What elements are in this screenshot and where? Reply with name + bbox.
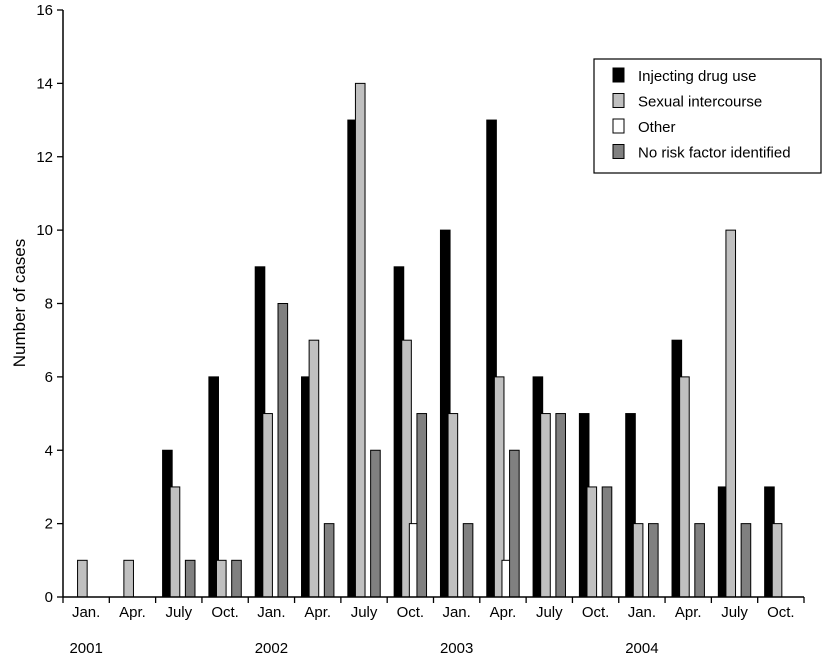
bar-sexual-intercourse-8 bbox=[447, 413, 459, 598]
y-ticks: 0 2 4 6 8 10 12 14 16 bbox=[36, 2, 63, 606]
x-tick-label: Oct. bbox=[582, 604, 610, 621]
bar-sexual-intercourse-0 bbox=[77, 559, 88, 598]
year-label: 2001 bbox=[69, 640, 102, 657]
y-tick-label: 14 bbox=[36, 75, 53, 92]
plot-area: 0 2 4 6 8 10 12 14 16 Jan. Apr. July Oct. Jan. Apr. Ju… bbox=[36, 2, 805, 657]
x-tick-label: Apr. bbox=[119, 604, 146, 621]
bar-sexual-intercourse-13 bbox=[679, 376, 690, 598]
x-tick-label: July bbox=[351, 604, 378, 621]
legend-swatch bbox=[612, 118, 625, 134]
year-label: 2002 bbox=[255, 640, 288, 657]
bar-sexual-intercourse-14 bbox=[725, 229, 737, 598]
bar-no-risk-factor-identified-3 bbox=[231, 559, 242, 598]
bar-sexual-intercourse-5 bbox=[308, 339, 320, 598]
bar-no-risk-factor-identified-8 bbox=[462, 523, 474, 598]
y-tick-label: 4 bbox=[45, 442, 53, 459]
bar-no-risk-factor-identified-6 bbox=[370, 449, 381, 598]
legend-label: No risk factor identified bbox=[638, 145, 791, 162]
legend-swatch bbox=[612, 144, 625, 159]
bar-no-risk-factor-identified-14 bbox=[740, 523, 752, 598]
x-tick-label: Oct. bbox=[211, 604, 239, 621]
x-tick-label: July bbox=[721, 604, 748, 621]
legend-label: Injecting drug use bbox=[638, 68, 756, 85]
y-tick-label: 16 bbox=[36, 2, 53, 19]
bar-no-risk-factor-identified-12 bbox=[648, 523, 659, 598]
year-labels: 2001 2002 2003 2004 bbox=[69, 640, 658, 657]
x-tick-label: Jan. bbox=[257, 604, 285, 621]
bar-no-risk-factor-identified-13 bbox=[694, 523, 705, 598]
legend-swatch bbox=[612, 93, 625, 108]
bar-no-risk-factor-identified-7 bbox=[416, 413, 428, 598]
legend-box bbox=[593, 58, 822, 174]
x-category-labels: Jan. Apr. July Oct. Jan. Apr. July Oct. Jan. Apr.… bbox=[72, 604, 795, 621]
x-tick-label: Jan. bbox=[628, 604, 656, 621]
y-tick-label: 2 bbox=[45, 516, 53, 533]
x-tick-label: Oct. bbox=[397, 604, 425, 621]
y-tick-label: 10 bbox=[36, 222, 53, 239]
y-tick-label: 8 bbox=[45, 296, 53, 313]
y-tick-label: 12 bbox=[36, 149, 53, 166]
x-tick-label: Apr. bbox=[304, 604, 331, 621]
legend-items: Injecting drug use Sexual intercourse Othe… bbox=[612, 67, 791, 162]
bar-sexual-intercourse-10 bbox=[540, 413, 551, 598]
bar-sexual-intercourse-4 bbox=[262, 413, 273, 598]
bar-sexual-intercourse-1 bbox=[123, 559, 134, 598]
x-tick-label: Apr. bbox=[675, 604, 702, 621]
bar-sexual-intercourse-12 bbox=[632, 523, 644, 598]
x-tick-label: Jan. bbox=[72, 604, 100, 621]
x-tick-label: July bbox=[165, 604, 192, 621]
bar-no-risk-factor-identified-2 bbox=[184, 559, 196, 598]
x-tick-label: Jan. bbox=[442, 604, 470, 621]
legend-label: Sexual intercourse bbox=[638, 94, 762, 111]
y-axis-title: Number of cases bbox=[10, 239, 29, 368]
year-label: 2003 bbox=[440, 640, 473, 657]
year-label: 2004 bbox=[625, 640, 658, 657]
y-tick-label: 6 bbox=[45, 369, 53, 386]
legend: Injecting drug use Sexual intercourse Othe… bbox=[593, 58, 822, 174]
legend-swatch bbox=[612, 67, 625, 83]
x-tick-label: Oct. bbox=[767, 604, 795, 621]
legend-label: Other bbox=[638, 119, 676, 136]
bars-layer bbox=[77, 82, 783, 598]
x-ticks bbox=[62, 597, 805, 603]
bar-no-risk-factor-identified-4 bbox=[277, 303, 289, 598]
y-tick-label: 0 bbox=[45, 589, 53, 606]
bar-sexual-intercourse-2 bbox=[169, 486, 181, 598]
bar-sexual-intercourse-3 bbox=[215, 559, 227, 598]
bar-sexual-intercourse-15 bbox=[771, 523, 783, 598]
x-tick-label: Apr. bbox=[490, 604, 517, 621]
bar-sexual-intercourse-11 bbox=[586, 486, 598, 598]
bar-no-risk-factor-identified-11 bbox=[601, 486, 613, 598]
bar-no-risk-factor-identified-10 bbox=[555, 413, 566, 598]
x-tick-label: July bbox=[536, 604, 563, 621]
bar-no-risk-factor-identified-9 bbox=[509, 449, 520, 598]
bar-no-risk-factor-identified-5 bbox=[323, 523, 335, 598]
bar-sexual-intercourse-6 bbox=[354, 82, 366, 598]
